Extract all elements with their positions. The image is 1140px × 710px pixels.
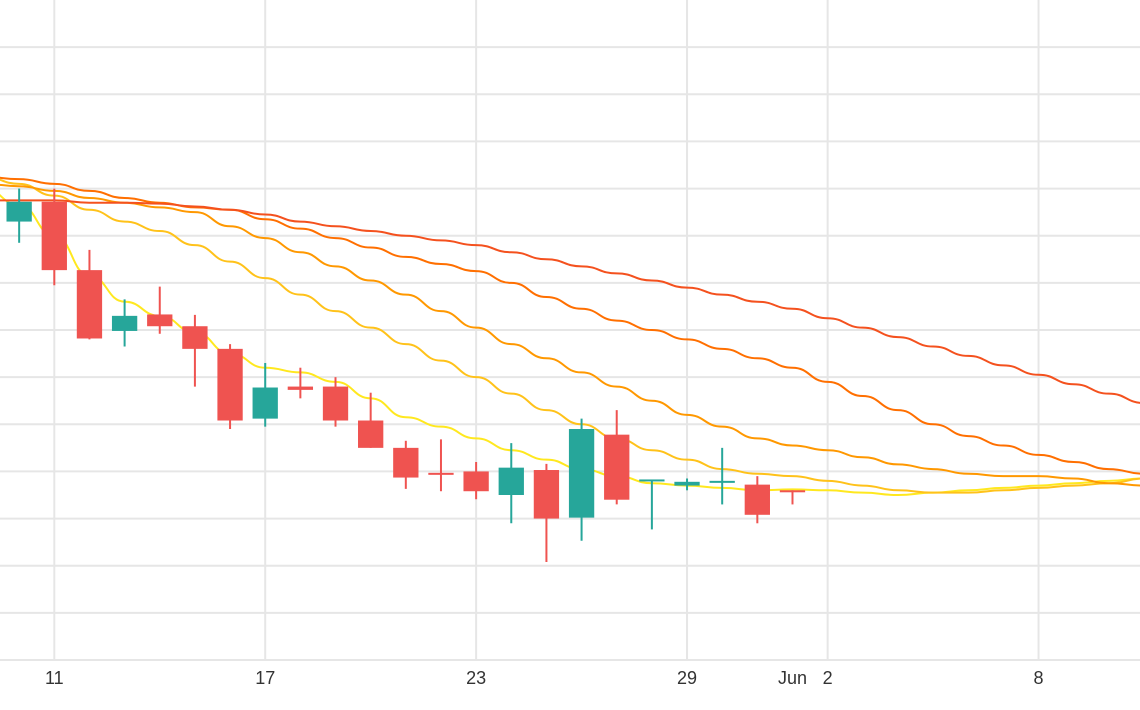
candle <box>393 440 419 489</box>
candle <box>604 410 630 505</box>
candle-body <box>639 479 665 482</box>
candle-body <box>463 471 489 492</box>
x-tick-label: 2 <box>823 668 833 688</box>
x-tick-label: 8 <box>1034 668 1044 688</box>
grid <box>0 0 1140 661</box>
candle <box>779 490 806 505</box>
candle <box>217 344 243 429</box>
candle-body <box>252 387 278 419</box>
moving-average-line-3 <box>0 183 1140 487</box>
candle-body <box>287 386 314 390</box>
candle <box>322 377 349 427</box>
x-tick-label: 11 <box>45 668 64 688</box>
candle-body <box>568 429 595 518</box>
x-tick-label: 29 <box>677 668 697 688</box>
candle <box>533 463 560 562</box>
candle <box>6 188 32 243</box>
candle-body <box>358 420 384 448</box>
candle-body <box>498 467 524 495</box>
x-tick-label: 23 <box>466 668 486 688</box>
candle-body <box>41 201 67 271</box>
candle-body <box>604 434 630 500</box>
candle-body <box>428 472 454 475</box>
candle-body <box>533 470 560 519</box>
candle <box>76 249 103 340</box>
candle-body <box>182 326 208 349</box>
candle <box>252 363 278 427</box>
candle <box>639 479 665 530</box>
candle <box>744 476 770 524</box>
candle <box>568 418 595 541</box>
candle <box>674 478 700 491</box>
candle-body <box>147 314 173 327</box>
candle-body <box>393 447 419 478</box>
candle-body <box>744 484 770 515</box>
candle-body <box>76 270 103 339</box>
candles <box>6 188 806 562</box>
x-tick-label: Jun <box>778 668 807 688</box>
candle <box>428 439 454 492</box>
candle <box>358 392 384 448</box>
candle-body <box>709 480 735 483</box>
candle <box>111 299 138 347</box>
candle-body <box>6 201 32 222</box>
candle <box>182 314 208 387</box>
candle <box>498 443 524 524</box>
candle-body <box>322 386 349 421</box>
moving-average-line-2 <box>0 178 1140 494</box>
candle-body <box>217 348 243 421</box>
candle <box>463 462 489 500</box>
candle <box>287 367 314 399</box>
x-tick-label: 17 <box>255 668 275 688</box>
candle <box>147 286 173 334</box>
candle <box>41 188 67 286</box>
candle-body <box>674 481 700 486</box>
x-axis-ticks: 11 17 23 29 Jun 2 8 <box>45 668 1044 688</box>
candle <box>709 447 735 505</box>
candle-body <box>779 490 806 493</box>
moving-average-line-5 <box>0 199 1140 404</box>
candle-body <box>111 315 138 331</box>
